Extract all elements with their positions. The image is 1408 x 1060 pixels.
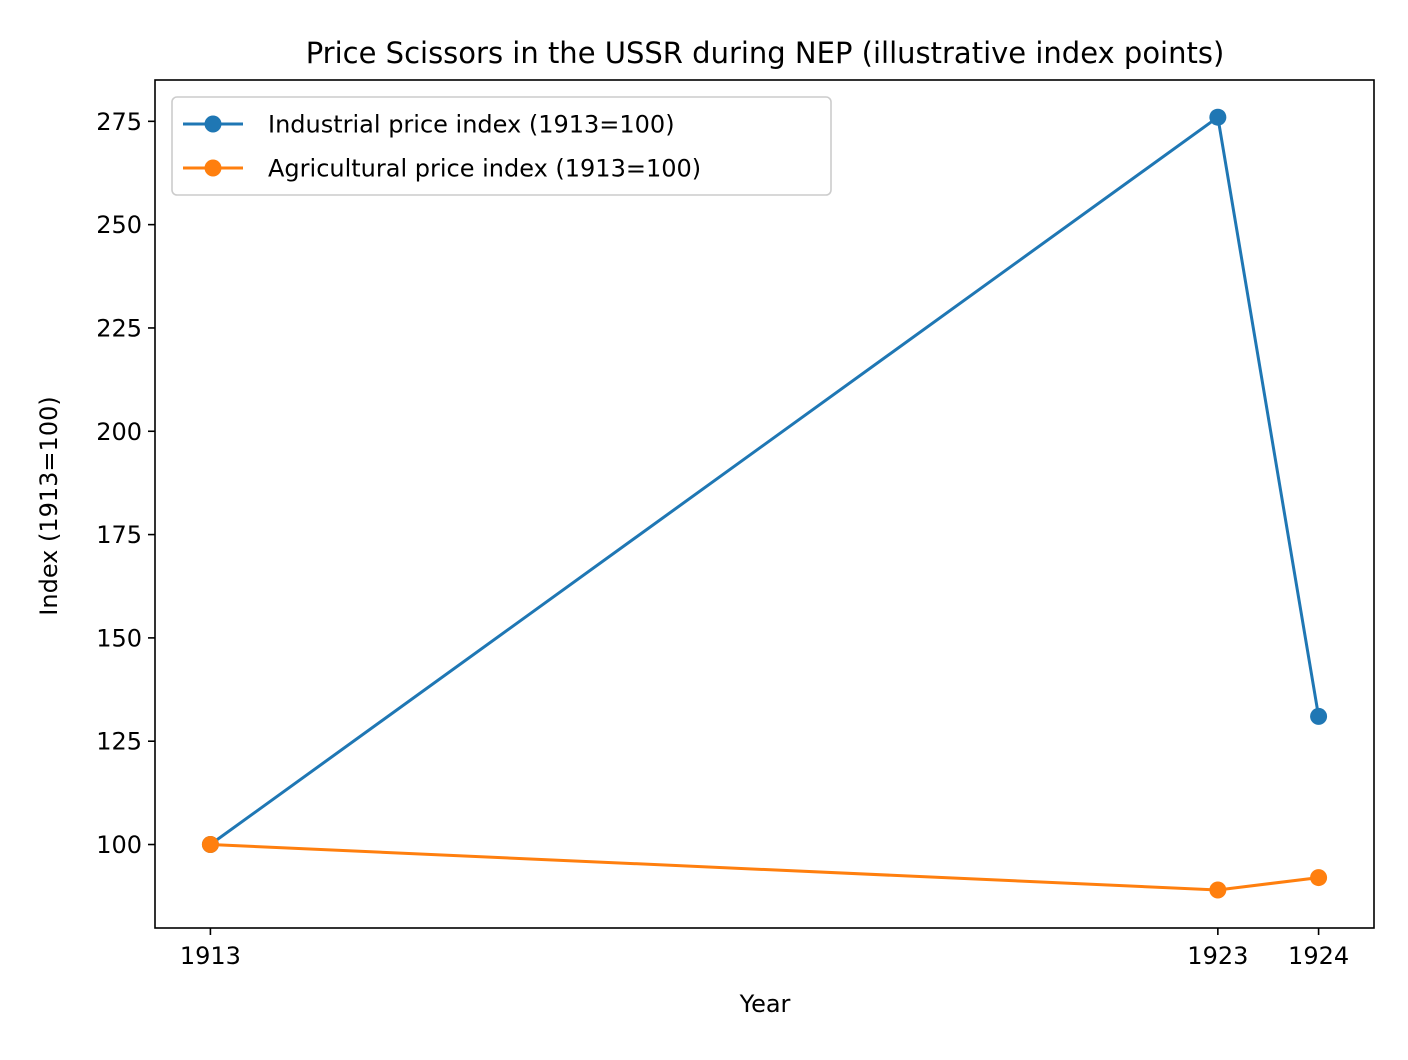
- data-point: [1310, 869, 1328, 887]
- x-tick-label: 1913: [180, 942, 241, 970]
- plot-frame: [154, 79, 1375, 929]
- legend-marker: [204, 159, 222, 177]
- legend: Industrial price index (1913=100) Agricul…: [171, 96, 832, 196]
- data-point: [1209, 881, 1227, 899]
- chart-title: Price Scissors in the USSR during NEP (i…: [306, 36, 1225, 70]
- plot-area: [154, 79, 1375, 929]
- legend-label: Agricultural price index (1913=100): [268, 155, 701, 183]
- x-axis: 1913 1923 1924: [180, 928, 1349, 970]
- legend-label: Industrial price index (1913=100): [268, 111, 675, 139]
- y-axis: 100 125 150 175 200 225 250 275: [96, 108, 155, 859]
- y-tick-label: 100: [96, 831, 142, 859]
- series-2: [201, 836, 1328, 899]
- y-tick-label: 250: [96, 211, 142, 239]
- y-tick-label: 200: [96, 418, 142, 446]
- y-tick-label: 225: [96, 314, 142, 342]
- y-axis-label: Index (1913=100): [35, 396, 63, 615]
- data-point: [201, 836, 219, 854]
- data-point: [1209, 108, 1227, 126]
- x-tick-label: 1924: [1288, 942, 1349, 970]
- y-tick-label: 275: [96, 108, 142, 136]
- legend-item: Industrial price index (1913=100): [183, 111, 675, 139]
- data-point: [1310, 707, 1328, 725]
- legend-box: [171, 96, 832, 196]
- legend-item: Agricultural price index (1913=100): [183, 155, 701, 183]
- series-layer: [201, 108, 1328, 899]
- x-tick-label: 1923: [1187, 942, 1248, 970]
- x-axis-label: Year: [739, 990, 791, 1018]
- legend-marker: [204, 115, 222, 133]
- y-tick-label: 150: [96, 624, 142, 652]
- y-tick-label: 175: [96, 521, 142, 549]
- y-tick-label: 125: [96, 728, 142, 756]
